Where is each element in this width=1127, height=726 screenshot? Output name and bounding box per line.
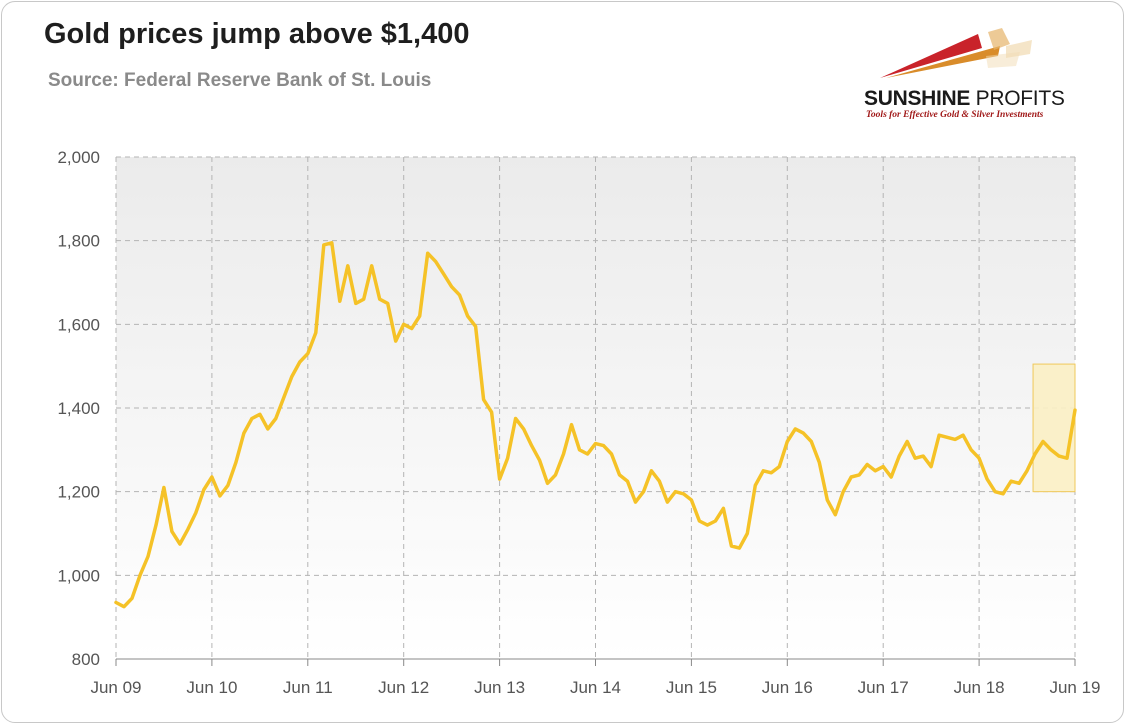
- y-tick-label: 2,000: [57, 148, 100, 167]
- y-tick-label: 1,200: [57, 483, 100, 502]
- x-tick-label: Jun 13: [474, 678, 525, 697]
- x-tick-label: Jun 17: [858, 678, 909, 697]
- chart-title: Gold prices jump above $1,400: [44, 18, 470, 50]
- sun-rays-icon: [880, 28, 1032, 78]
- y-axis: 800 1,000 1,200 1,400 1,600 1,800 2,000: [57, 148, 100, 669]
- highlight-region: [1032, 363, 1076, 493]
- x-axis: Jun 09 Jun 10 Jun 11 Jun 12 Jun 13 Jun 14 Jun …: [90, 658, 1101, 697]
- chart-subtitle: Source: Federal Reserve Bank of St. Loui…: [48, 70, 432, 91]
- highlight-box: [1032, 363, 1076, 493]
- x-tick-label: Jun 14: [570, 678, 621, 697]
- x-tick-label: Jun 11: [283, 678, 333, 697]
- series-lines: [114, 241, 1077, 609]
- x-tick-label: Jun 16: [762, 678, 813, 697]
- brand-name: SUNSHINE PROFITS: [864, 87, 1065, 111]
- y-tick-label: 1,600: [57, 315, 100, 334]
- x-tick-label: Jun 12: [378, 678, 429, 697]
- gold-price-line: [114, 241, 1077, 609]
- brand-logo: SUNSHINE PROFITS Tools for Effective Gol…: [860, 26, 1090, 126]
- brand-tagline: Tools for Effective Gold & Silver Invest…: [866, 110, 1044, 120]
- y-tick-label: 1,800: [57, 232, 100, 251]
- x-tick-label: Jun 09: [90, 678, 141, 697]
- y-tick-label: 800: [72, 650, 100, 669]
- brand-name-bold: SUNSHINE: [864, 87, 971, 110]
- x-tick-label: Jun 18: [954, 678, 1005, 697]
- y-tick-label: 1,000: [57, 566, 100, 585]
- x-tick-label: Jun 19: [1049, 678, 1100, 697]
- y-tick-label: 1,400: [57, 399, 100, 418]
- brand-name-thin: PROFITS: [975, 87, 1065, 110]
- x-tick-label: Jun 10: [186, 678, 237, 697]
- x-tick-label: Jun 15: [666, 678, 717, 697]
